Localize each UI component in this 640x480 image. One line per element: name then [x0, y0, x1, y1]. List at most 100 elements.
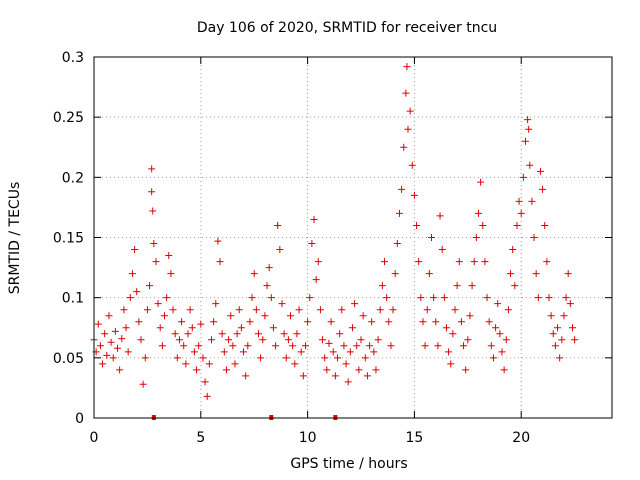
data-point — [532, 270, 540, 278]
data-point — [261, 312, 269, 320]
data-point — [124, 348, 132, 356]
data-point — [314, 258, 322, 266]
data-point — [321, 354, 329, 362]
x-tick-label: 20 — [512, 430, 530, 446]
data-point — [235, 306, 243, 314]
y-tick-label: 0.05 — [53, 351, 84, 367]
data-point — [310, 215, 318, 223]
data-point — [231, 360, 239, 368]
data-point — [94, 320, 102, 328]
x-tick-label: 5 — [196, 430, 205, 446]
data-point — [229, 342, 237, 350]
data-point — [485, 318, 493, 326]
data-point — [481, 258, 489, 266]
data-point — [425, 270, 433, 278]
data-point — [511, 282, 519, 290]
data-point — [447, 360, 455, 368]
data-point — [265, 264, 273, 272]
data-point — [530, 234, 538, 241]
data-point — [327, 318, 335, 326]
data-point — [163, 294, 171, 302]
data-point — [205, 360, 213, 368]
data-point — [413, 221, 421, 229]
data-point — [186, 306, 194, 314]
data-point — [549, 330, 557, 338]
data-point — [216, 258, 224, 266]
data-point — [515, 197, 523, 205]
data-point — [158, 342, 166, 350]
data-point — [432, 318, 440, 326]
y-tick-label: 0.2 — [62, 170, 84, 186]
data-point — [257, 354, 265, 362]
data-point — [160, 312, 168, 320]
data-point — [246, 318, 254, 326]
data-point — [126, 294, 134, 302]
data-point — [113, 344, 121, 352]
data-point — [536, 167, 544, 175]
y-tick-label: 0.3 — [62, 50, 84, 66]
data-point — [398, 185, 406, 193]
data-point — [156, 324, 164, 332]
data-point — [526, 161, 534, 169]
data-point — [284, 336, 292, 344]
data-point — [502, 336, 510, 344]
data-point — [500, 366, 508, 374]
data-point — [509, 246, 517, 254]
data-point — [571, 336, 579, 344]
data-point — [479, 221, 487, 229]
data-point — [496, 330, 504, 338]
data-point — [111, 327, 119, 335]
data-point — [131, 246, 139, 254]
scatter-points — [90, 63, 579, 400]
data-point — [263, 282, 271, 290]
data-point — [259, 336, 267, 344]
data-point — [449, 330, 457, 338]
data-point — [342, 360, 350, 368]
data-point — [451, 306, 459, 314]
data-point — [103, 351, 111, 359]
data-point — [387, 342, 395, 350]
data-point — [171, 330, 179, 338]
data-point — [167, 270, 175, 278]
data-point — [428, 234, 436, 241]
data-point — [128, 270, 136, 278]
data-point — [291, 360, 299, 368]
data-point — [133, 288, 141, 296]
data-point — [289, 342, 297, 350]
data-point — [351, 300, 359, 308]
data-point — [101, 330, 109, 338]
data-point — [477, 178, 485, 186]
data-point — [233, 330, 241, 338]
data-point — [472, 234, 480, 241]
data-point — [376, 306, 384, 314]
data-point — [562, 294, 570, 302]
data-point — [252, 306, 260, 314]
data-point — [442, 324, 450, 332]
data-point — [415, 258, 423, 266]
data-point — [301, 342, 309, 350]
data-point — [323, 366, 331, 374]
data-point — [175, 336, 183, 344]
data-point — [468, 282, 476, 290]
data-point — [389, 306, 397, 314]
data-point — [218, 330, 226, 338]
data-point — [355, 366, 363, 374]
data-point — [109, 354, 117, 362]
data-point — [462, 366, 470, 374]
data-point — [483, 294, 491, 302]
data-point — [489, 354, 497, 362]
data-point — [357, 336, 365, 344]
data-point — [487, 342, 495, 350]
data-point — [210, 318, 218, 326]
data-point — [287, 312, 295, 320]
data-point — [348, 324, 356, 332]
data-point — [193, 366, 201, 374]
data-point — [297, 348, 305, 356]
data-point — [423, 306, 431, 314]
data-point — [534, 294, 542, 302]
data-point — [165, 252, 173, 260]
data-point — [403, 63, 411, 71]
data-point — [455, 258, 463, 266]
data-point — [564, 270, 572, 278]
data-point — [434, 342, 442, 350]
